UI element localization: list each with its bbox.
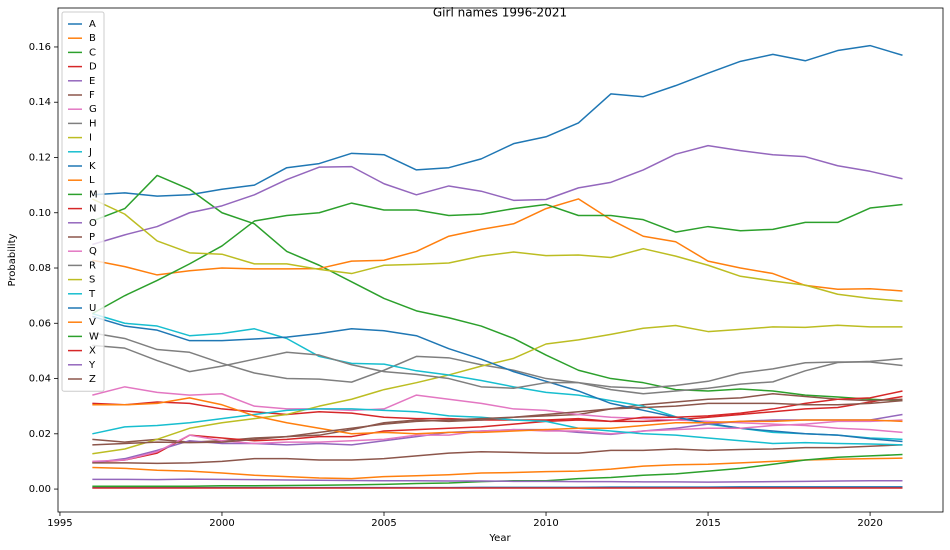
series-line — [92, 399, 903, 446]
legend-label: Q — [89, 246, 97, 257]
plot-frame — [57, 7, 944, 513]
series-line — [92, 478, 903, 483]
x-tick-label: 2010 — [533, 518, 558, 529]
y-axis-label: Probability — [7, 233, 18, 286]
legend-label: X — [89, 346, 96, 357]
y-tick-label: 0.10 — [29, 208, 51, 219]
legend-label: A — [89, 19, 96, 30]
y-tick-label: 0.06 — [29, 318, 51, 329]
series-line — [92, 315, 903, 443]
legend-label: N — [89, 204, 96, 215]
legend-label: T — [88, 289, 96, 300]
series-line — [92, 198, 903, 292]
legend-label: V — [89, 317, 96, 328]
y-tick-label: 0.00 — [29, 484, 51, 495]
legend-box — [61, 11, 105, 392]
legend-label: P — [89, 232, 95, 243]
legend-label: H — [89, 118, 97, 129]
series-line — [92, 390, 903, 464]
legend-label: M — [89, 189, 98, 200]
y-tick-label: 0.16 — [29, 42, 51, 53]
legend-label: D — [89, 62, 97, 73]
legend-label: F — [89, 90, 95, 101]
legend-label: L — [89, 175, 95, 186]
legend-label: O — [89, 218, 97, 229]
x-tick-label: 2005 — [371, 518, 396, 529]
y-tick-label: 0.12 — [29, 152, 51, 163]
legend-label: Y — [88, 360, 96, 371]
legend-label: B — [89, 33, 96, 44]
series-line — [92, 397, 903, 435]
y-tick-label: 0.04 — [29, 374, 51, 385]
chart-title: Girl names 1996-2021 — [433, 6, 567, 20]
legend-label: I — [89, 133, 92, 144]
series-line — [92, 395, 903, 423]
legend-label: K — [89, 161, 96, 172]
series-line — [92, 198, 903, 302]
x-tick-label: 2015 — [695, 518, 720, 529]
y-tick-label: 0.08 — [29, 263, 51, 274]
series-line — [92, 344, 903, 395]
series-line — [92, 174, 903, 402]
legend-label: S — [89, 275, 95, 286]
y-tick-label: 0.14 — [29, 97, 51, 108]
legend-label: U — [89, 303, 96, 314]
y-tick-label: 0.02 — [29, 429, 51, 440]
series-line — [92, 144, 903, 246]
legend-label: Z — [89, 374, 96, 385]
series-line — [92, 444, 903, 465]
legend-label: G — [89, 104, 97, 115]
legend-label: R — [89, 260, 96, 271]
legend-label: W — [89, 331, 99, 342]
x-tick-label: 1995 — [47, 518, 72, 529]
legend-label: J — [88, 147, 92, 158]
series-line — [92, 457, 903, 480]
x-tick-label: 2020 — [857, 518, 882, 529]
legend-label: C — [89, 47, 96, 58]
series-line — [92, 312, 903, 441]
series-line — [91, 202, 903, 315]
legend-label: E — [89, 76, 95, 87]
x-axis-label: Year — [488, 533, 511, 544]
series-line — [92, 324, 903, 455]
series-line — [92, 44, 903, 197]
x-tick-label: 2000 — [209, 518, 234, 529]
series-line — [92, 386, 903, 434]
